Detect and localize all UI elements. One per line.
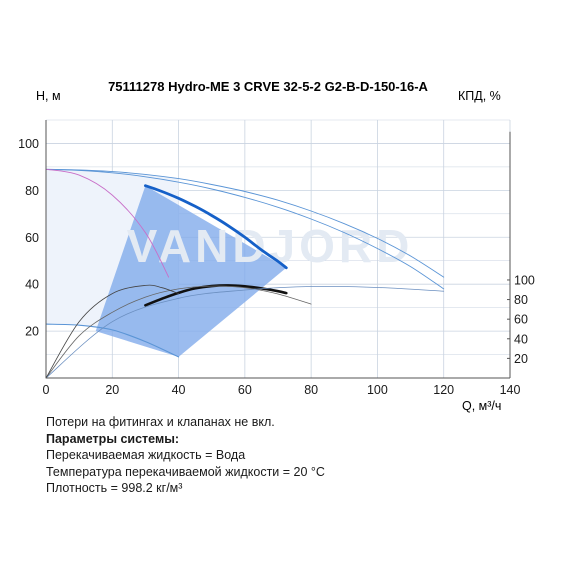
notes-line-fluid: Перекачиваемая жидкость = Вода: [46, 448, 246, 462]
y-tick-label: 20: [25, 325, 39, 339]
chart-curves: [45, 168, 445, 379]
y-tick-label: 60: [25, 231, 39, 245]
notes-heading: Параметры системы:: [46, 431, 180, 446]
axes: [45, 120, 511, 379]
notes-line-density: Плотность = 998.2 кг/м³: [46, 481, 183, 495]
x-tick-label: 140: [500, 383, 521, 397]
x-tick-label: 40: [172, 383, 186, 397]
y-tick-label: 80: [25, 184, 39, 198]
notes-line-losses: Потери на фитингах и клапанах не вкл.: [46, 415, 275, 429]
chart-fills: [46, 169, 287, 357]
y-tick-label: 40: [25, 278, 39, 292]
x-tick-label: 80: [304, 383, 318, 397]
y2-tick-label: 60: [514, 313, 528, 327]
y-axis-label: H, м: [36, 89, 61, 103]
notes-line-temperature: Температура перекачиваемой жидкости = 20…: [46, 464, 325, 479]
x-tick-label: 0: [43, 383, 50, 397]
curve-efficiency-extended: [45, 285, 445, 379]
y-tick-label: 100: [18, 137, 39, 151]
x-tick-label: 120: [433, 383, 454, 397]
curve-magenta: [45, 168, 170, 278]
tick-labels: 0 20 40 60 80 100 120 140 20 40 60 80 100 20 40 60 80 100: [18, 137, 535, 397]
curve-head-mid: [45, 168, 445, 290]
curve-efficiency-duty: [144, 284, 288, 307]
x-axis-label: Q, м³/ч: [462, 399, 501, 413]
y2-tick-label: 80: [514, 293, 528, 307]
system-notes: Потери на фитингах и клапанах не вкл. Па…: [46, 414, 325, 497]
chart-title: 75111278 Hydro-ME 3 CRVE 32-5-2 G2-B-D-1…: [108, 79, 428, 94]
x-tick-label: 100: [367, 383, 388, 397]
pump-chart: VANDJORD 0 20 40 60 80 100 120 140 20 40 60 80 100 20…: [18, 79, 535, 413]
watermark: VANDJORD: [127, 220, 414, 272]
x-tick-label: 60: [238, 383, 252, 397]
y2-tick-label: 40: [514, 332, 528, 346]
x-tick-label: 20: [105, 383, 119, 397]
y2-tick-label: 20: [514, 352, 528, 366]
y2-tick-label: 100: [514, 273, 535, 287]
operating-area: [95, 185, 287, 357]
curve-head-duty: [144, 184, 288, 270]
curve-efficiency-thin: [45, 285, 312, 379]
curve-power-small: [45, 284, 179, 379]
y2-axis-label: КПД, %: [458, 89, 501, 103]
curve-head-min: [45, 323, 180, 358]
curve-head-max: [45, 168, 445, 278]
